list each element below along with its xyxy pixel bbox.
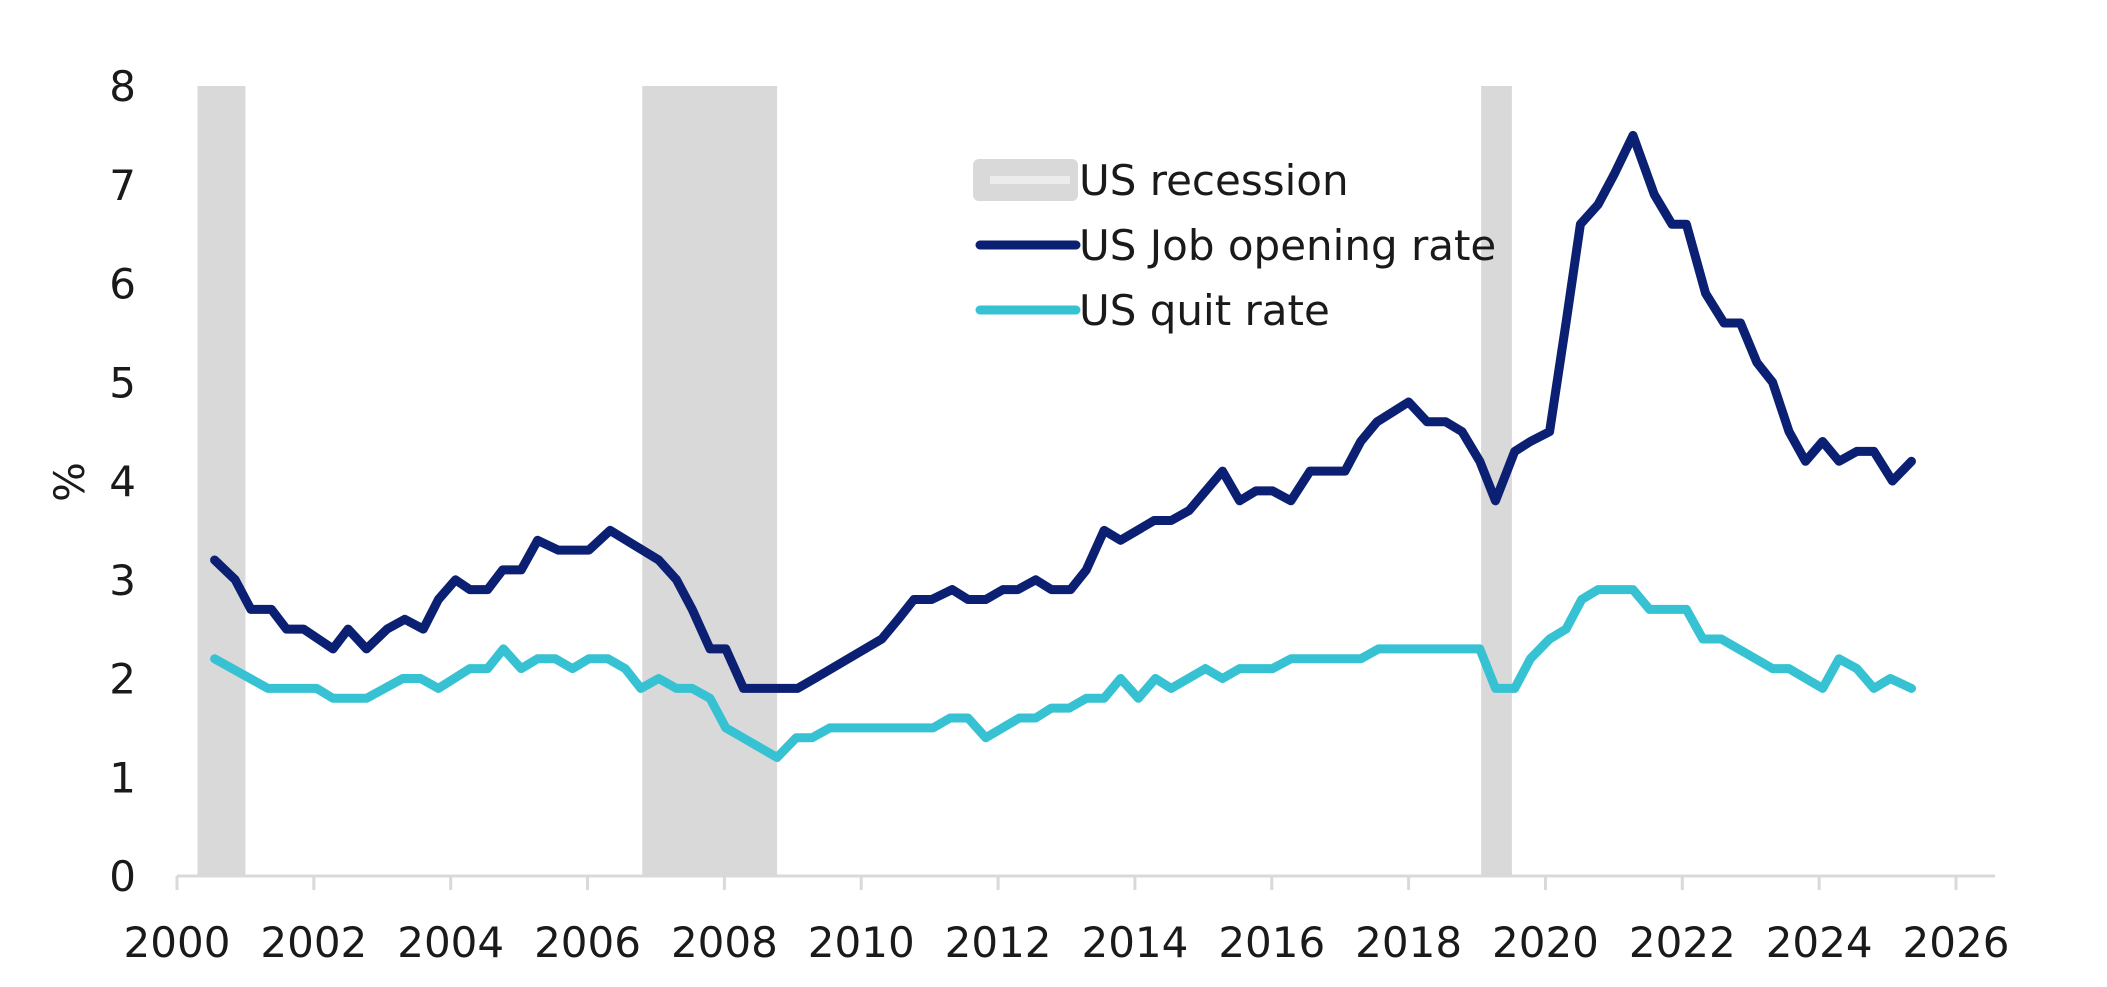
y-tick-label: 0 [109, 852, 136, 901]
x-tick-label: 2004 [397, 918, 504, 967]
y-tick-label: 8 [109, 62, 136, 111]
recession-band [197, 86, 246, 876]
x-tick-label: 2006 [534, 918, 641, 967]
x-tick-label: 2018 [1355, 918, 1462, 967]
y-tick-label: 6 [109, 260, 136, 309]
y-tick-label: 2 [109, 655, 136, 704]
y-tick-label: 7 [109, 161, 136, 210]
y-tick-label: 4 [109, 457, 136, 506]
legend-item-quit: US quit rate [975, 286, 1330, 335]
series-line-quit-rate [210, 585, 1916, 762]
series-line-job-opening-rate [210, 130, 1916, 693]
x-tick-label: 2020 [1492, 918, 1599, 967]
x-tick-label: 2002 [260, 918, 367, 967]
x-tick-label: 2008 [671, 918, 778, 967]
legend-item-recession: US recession [973, 156, 1349, 205]
x-axis: 2000 2002 2004 2006 2008 2010 2012 2014 2016 2018… [124, 876, 2010, 967]
y-tick-label: 3 [109, 556, 136, 605]
x-tick-label: 2000 [124, 918, 231, 967]
y-axis: 0 1 2 3 4 5 6 7 8 [109, 62, 136, 901]
legend-item-job-opening: US Job opening rate [975, 221, 1496, 270]
x-tick-label: 2010 [808, 918, 915, 967]
legend-label-recession: US recession [1079, 156, 1349, 205]
recession-band [642, 86, 778, 876]
y-tick-label: 5 [109, 358, 136, 407]
legend-label-job-opening: US Job opening rate [1079, 221, 1496, 270]
legend: US recession US Job opening rate US quit… [973, 156, 1496, 335]
y-tick-label: 1 [109, 753, 136, 802]
series [210, 130, 1916, 762]
y-axis-label: % [45, 462, 94, 502]
x-tick-label: 2014 [1081, 918, 1188, 967]
x-tick-label: 2024 [1766, 918, 1873, 967]
x-tick-label: 2016 [1218, 918, 1325, 967]
x-tick-label: 2012 [945, 918, 1052, 967]
x-tick-label: 2026 [1903, 918, 2010, 967]
x-tick-label: 2022 [1629, 918, 1736, 967]
legend-label-quit: US quit rate [1079, 286, 1330, 335]
